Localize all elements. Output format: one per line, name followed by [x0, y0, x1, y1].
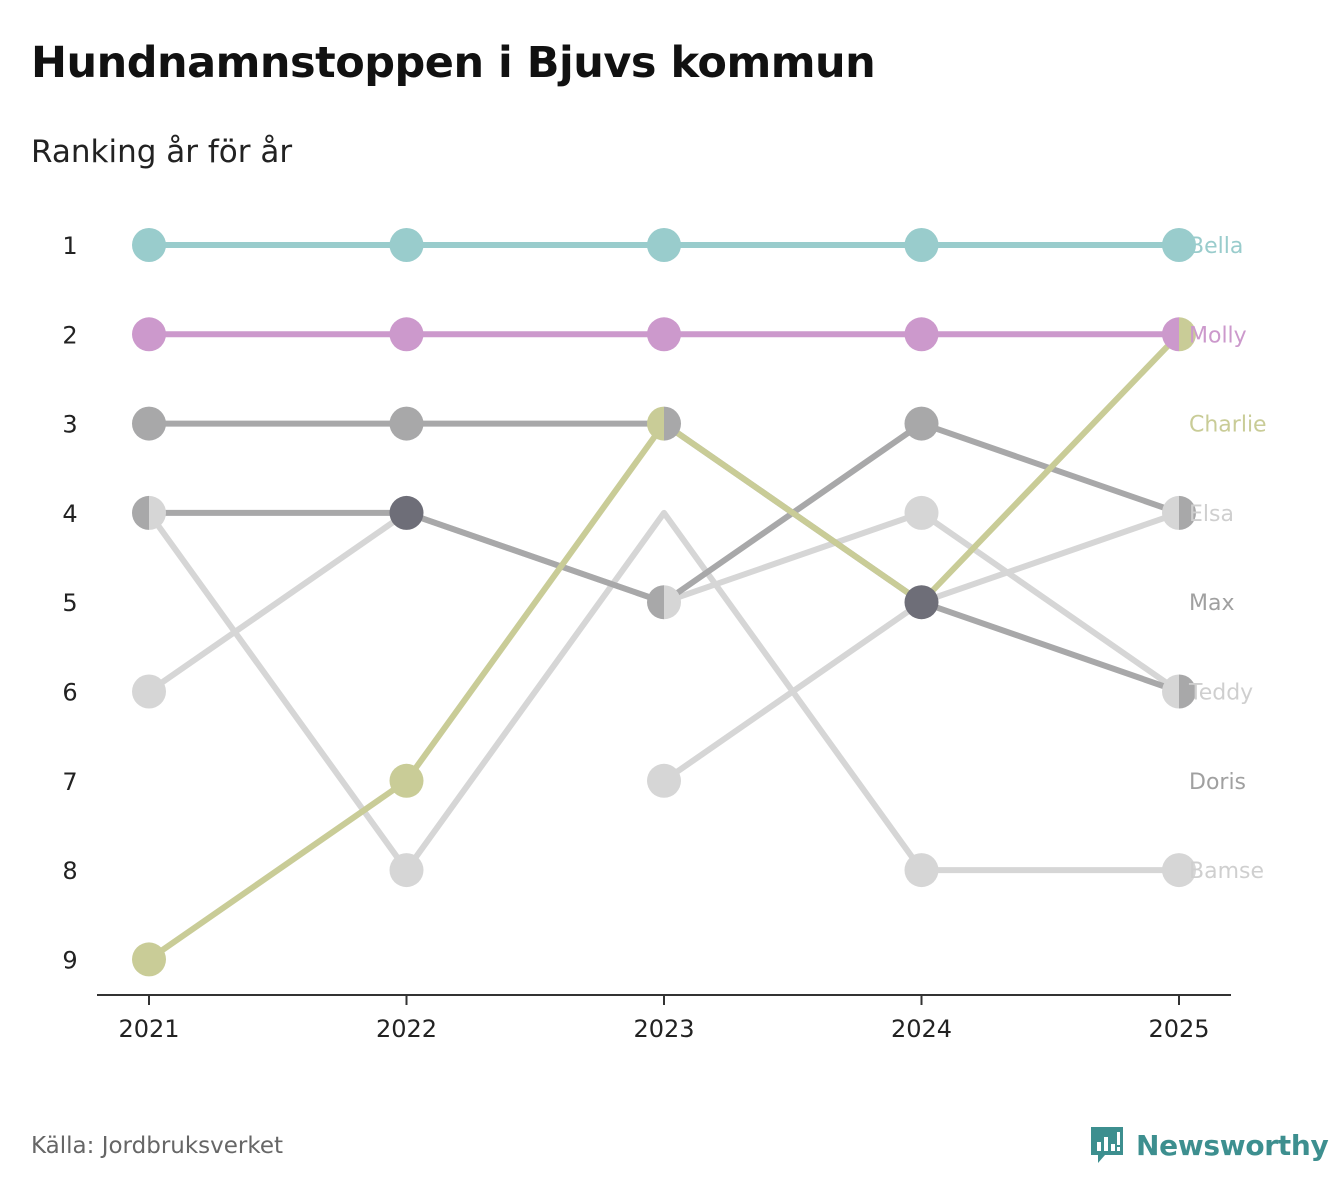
data-point — [389, 853, 424, 888]
point-half-left — [131, 495, 149, 530]
chart-title: Hundnamnstoppen i Bjuvs kommun — [31, 38, 876, 88]
point-circle — [389, 495, 424, 530]
x-tick-label: 2023 — [633, 1015, 694, 1043]
y-tick-label: 8 — [62, 857, 77, 885]
point-circle — [904, 853, 939, 888]
series-line-bamse — [146, 509, 1179, 874]
point-circle — [132, 228, 166, 262]
y-tick-label: 2 — [62, 321, 77, 349]
point-circle — [389, 317, 424, 352]
y-axis: 1 2 3 4 5 6 7 8 9 — [62, 232, 77, 974]
y-tick-label: 4 — [62, 500, 77, 528]
source-note: Källa: Jordbruksverket — [31, 1133, 284, 1159]
series-line-elsa — [149, 420, 1180, 695]
brand-name: Newsworthy — [1136, 1128, 1329, 1162]
point-circle — [647, 228, 681, 262]
series-label-elsa: Elsa — [1189, 502, 1234, 527]
series-line-teddy — [662, 510, 1180, 784]
data-point — [904, 228, 939, 262]
data-point — [904, 853, 939, 888]
data-point — [1162, 674, 1196, 709]
data-point — [132, 406, 166, 441]
series-points — [131, 228, 1197, 977]
series-labels: Bella Molly Charlie Elsa Max Teddy Doris Bamse — [1188, 234, 1267, 884]
point-circle — [132, 406, 166, 441]
point-half-right — [1179, 317, 1196, 352]
brand-logo[interactable]: Newsworthy — [1088, 1124, 1329, 1166]
point-circle — [904, 406, 939, 441]
x-tick-label: 2024 — [891, 1015, 952, 1043]
series-label-bamse: Bamse — [1189, 859, 1264, 884]
data-point — [1162, 853, 1196, 888]
newsworthy-logo-icon — [1091, 1127, 1123, 1163]
point-circle — [389, 406, 424, 441]
data-point — [904, 585, 939, 620]
y-tick-label: 3 — [62, 411, 77, 439]
point-half-right — [149, 495, 167, 530]
x-axis: 2021 2022 2023 2024 2025 — [97, 994, 1231, 1043]
data-point — [647, 406, 681, 441]
data-point — [132, 317, 166, 352]
series-label-molly: Molly — [1189, 323, 1247, 348]
point-half-right — [1179, 674, 1196, 709]
point-half-right — [664, 406, 681, 441]
point-circle — [647, 763, 681, 798]
data-point — [132, 942, 166, 977]
point-half-left — [1162, 495, 1179, 530]
point-circle — [389, 853, 424, 888]
point-circle — [647, 317, 681, 352]
y-tick-label: 6 — [62, 679, 77, 707]
x-tick-label: 2025 — [1148, 1015, 1209, 1043]
point-half-left — [647, 585, 664, 620]
series-label-bella: Bella — [1189, 234, 1243, 259]
point-circle — [132, 317, 166, 352]
data-point — [389, 495, 424, 530]
y-tick-label: 9 — [62, 946, 77, 974]
point-circle — [904, 495, 939, 530]
point-circle — [132, 942, 166, 977]
chart-subtitle: Ranking år för år — [31, 134, 293, 170]
series-label-teddy: Teddy — [1188, 681, 1253, 706]
point-half-left — [647, 406, 664, 441]
data-point — [1162, 495, 1197, 530]
data-point — [389, 228, 424, 262]
point-half-left — [1162, 317, 1179, 352]
data-point — [1162, 228, 1196, 262]
data-point — [904, 406, 939, 441]
x-tick-label: 2022 — [376, 1015, 437, 1043]
data-point — [904, 317, 939, 352]
point-circle — [389, 228, 424, 262]
series-label-charlie: Charlie — [1189, 413, 1267, 438]
point-circle — [904, 317, 939, 352]
data-point — [647, 228, 681, 262]
data-point — [904, 495, 939, 530]
data-point — [389, 763, 424, 798]
point-circle — [1162, 228, 1196, 262]
data-point — [132, 228, 166, 262]
point-half-left — [1162, 674, 1179, 709]
point-circle — [1162, 853, 1196, 888]
y-tick-label: 7 — [62, 768, 77, 796]
data-point — [647, 317, 681, 352]
data-point — [389, 406, 424, 441]
data-point — [389, 317, 424, 352]
data-point — [132, 674, 166, 709]
point-half-right — [664, 585, 681, 620]
series-label-max: Max — [1189, 591, 1234, 616]
series-label-doris: Doris — [1189, 770, 1246, 795]
data-point — [131, 495, 167, 530]
point-circle — [904, 228, 939, 262]
point-circle — [132, 674, 166, 709]
y-tick-label: 5 — [62, 589, 77, 617]
data-point — [1162, 317, 1196, 352]
data-point — [647, 763, 681, 798]
point-half-right — [1179, 495, 1197, 530]
y-tick-label: 1 — [62, 232, 77, 260]
data-point — [647, 585, 681, 620]
x-tick-label: 2021 — [118, 1015, 179, 1043]
point-circle — [389, 763, 424, 798]
point-circle — [904, 585, 939, 620]
